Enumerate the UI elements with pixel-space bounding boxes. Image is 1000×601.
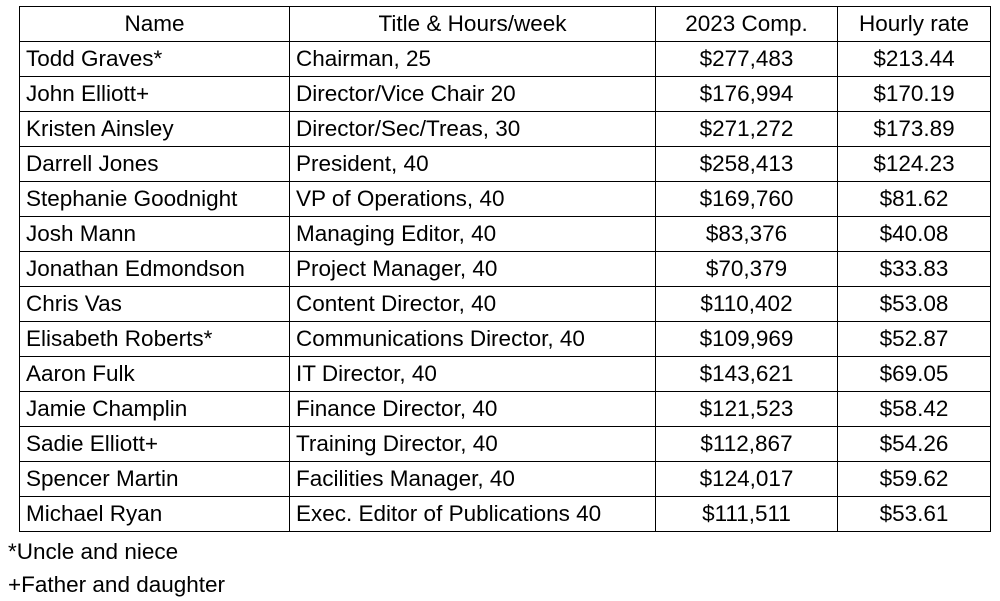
cell-title-hours: Training Director, 40: [289, 426, 656, 462]
cell-title-hours: Director/Sec/Treas, 30: [289, 111, 656, 147]
cell-hourly-rate: $173.89: [837, 111, 991, 147]
cell-title-hours: President, 40: [289, 146, 656, 182]
cell-compensation: $176,994: [655, 76, 838, 112]
cell-compensation: $83,376: [655, 216, 838, 252]
cell-name: Kristen Ainsley: [19, 111, 290, 147]
table-row: Chris Vas Content Director, 40 $110,402 $53…: [19, 286, 991, 322]
cell-name: Aaron Fulk: [19, 356, 290, 392]
table-row: Stephanie Goodnight VP of Operations, 40 $…: [19, 181, 991, 217]
cell-name: Spencer Martin: [19, 461, 290, 497]
compensation-table: Name Title & Hours/week 2023 Comp. Hourl…: [19, 6, 991, 532]
header-name: Name: [19, 6, 290, 42]
compensation-sheet: Name Title & Hours/week 2023 Comp. Hourl…: [19, 6, 991, 532]
cell-title-hours: Exec. Editor of Publications 40: [289, 496, 656, 532]
cell-hourly-rate: $170.19: [837, 76, 991, 112]
header-title-hours: Title & Hours/week: [289, 6, 656, 42]
cell-title-hours: Chairman, 25: [289, 41, 656, 77]
cell-title-hours: Content Director, 40: [289, 286, 656, 322]
cell-hourly-rate: $59.62: [837, 461, 991, 497]
cell-compensation: $169,760: [655, 181, 838, 217]
cell-compensation: $277,483: [655, 41, 838, 77]
cell-hourly-rate: $69.05: [837, 356, 991, 392]
table-row: Jonathan Edmondson Project Manager, 40 $70…: [19, 251, 991, 287]
cell-name: John Elliott+: [19, 76, 290, 112]
cell-name: Sadie Elliott+: [19, 426, 290, 462]
header-hourly-rate: Hourly rate: [837, 6, 991, 42]
table-row: Spencer Martin Facilities Manager, 40 $124…: [19, 461, 991, 497]
cell-name: Chris Vas: [19, 286, 290, 322]
cell-title-hours: Finance Director, 40: [289, 391, 656, 427]
cell-name: Todd Graves*: [19, 41, 290, 77]
cell-title-hours: Managing Editor, 40: [289, 216, 656, 252]
footnote-uncle-niece: *Uncle and niece: [8, 539, 179, 564]
cell-compensation: $110,402: [655, 286, 838, 322]
header-row: Name Title & Hours/week 2023 Comp. Hourl…: [19, 6, 991, 42]
footnotes: *Uncle and niece +Father and daughter: [8, 535, 225, 601]
cell-title-hours: Facilities Manager, 40: [289, 461, 656, 497]
cell-name: Jamie Champlin: [19, 391, 290, 427]
table-body: Todd Graves* Chairman, 25 $277,483 $213.44 J…: [19, 41, 991, 532]
cell-compensation: $70,379: [655, 251, 838, 287]
cell-title-hours: Director/Vice Chair 20: [289, 76, 656, 112]
cell-compensation: $121,523: [655, 391, 838, 427]
cell-title-hours: VP of Operations, 40: [289, 181, 656, 217]
header-compensation: 2023 Comp.: [655, 6, 838, 42]
table-row: Darrell Jones President, 40 $258,413 $124.2…: [19, 146, 991, 182]
cell-compensation: $271,272: [655, 111, 838, 147]
cell-compensation: $109,969: [655, 321, 838, 357]
cell-hourly-rate: $213.44: [837, 41, 991, 77]
cell-title-hours: IT Director, 40: [289, 356, 656, 392]
cell-compensation: $143,621: [655, 356, 838, 392]
cell-name: Elisabeth Roberts*: [19, 321, 290, 357]
cell-title-hours: Project Manager, 40: [289, 251, 656, 287]
table-row: Michael Ryan Exec. Editor of Publications…: [19, 496, 991, 532]
cell-hourly-rate: $53.61: [837, 496, 991, 532]
cell-hourly-rate: $52.87: [837, 321, 991, 357]
table-row: Sadie Elliott+ Training Director, 40 $112,…: [19, 426, 991, 462]
table-row: Jamie Champlin Finance Director, 40 $121,5…: [19, 391, 991, 427]
cell-hourly-rate: $40.08: [837, 216, 991, 252]
cell-title-hours: Communications Director, 40: [289, 321, 656, 357]
cell-hourly-rate: $54.26: [837, 426, 991, 462]
footnote-father-daughter: +Father and daughter: [8, 572, 226, 597]
cell-hourly-rate: $124.23: [837, 146, 991, 182]
cell-name: Jonathan Edmondson: [19, 251, 290, 287]
table-row: Josh Mann Managing Editor, 40 $83,376 $40.0…: [19, 216, 991, 252]
cell-compensation: $111,511: [655, 496, 838, 532]
table-row: John Elliott+ Director/Vice Chair 20 $176,…: [19, 76, 991, 112]
cell-name: Michael Ryan: [19, 496, 290, 532]
cell-compensation: $124,017: [655, 461, 838, 497]
cell-hourly-rate: $81.62: [837, 181, 991, 217]
table-row: Kristen Ainsley Director/Sec/Treas, 30 $27…: [19, 111, 991, 147]
cell-name: Stephanie Goodnight: [19, 181, 290, 217]
cell-name: Darrell Jones: [19, 146, 290, 182]
table-row: Todd Graves* Chairman, 25 $277,483 $213.44: [19, 41, 991, 77]
cell-name: Josh Mann: [19, 216, 290, 252]
cell-compensation: $112,867: [655, 426, 838, 462]
table-row: Elisabeth Roberts* Communications Directo…: [19, 321, 991, 357]
table-row: Aaron Fulk IT Director, 40 $143,621 $69.05: [19, 356, 991, 392]
cell-compensation: $258,413: [655, 146, 838, 182]
cell-hourly-rate: $33.83: [837, 251, 991, 287]
cell-hourly-rate: $53.08: [837, 286, 991, 322]
cell-hourly-rate: $58.42: [837, 391, 991, 427]
